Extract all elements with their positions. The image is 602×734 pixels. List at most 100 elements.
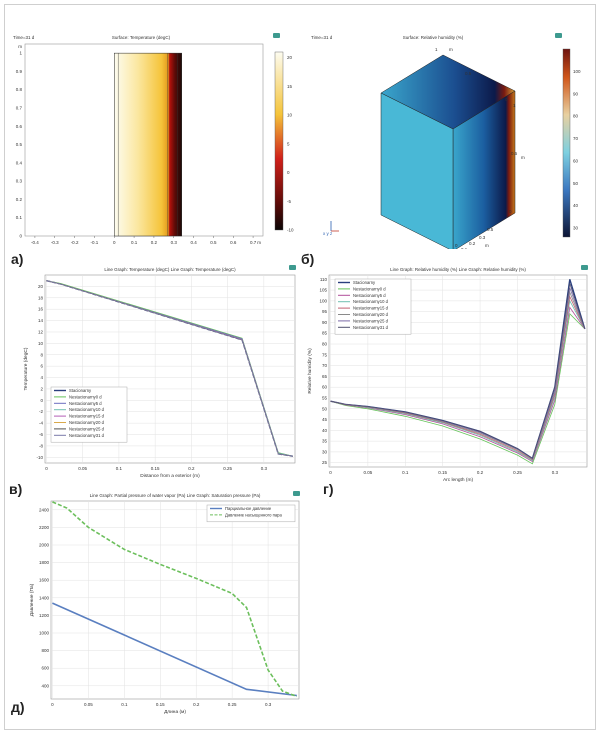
x-tick-label: 0.3 <box>552 470 559 475</box>
colorbar <box>274 51 284 231</box>
colorbar-tick-label: 30 <box>573 226 579 231</box>
y-tick-label: 75 <box>322 352 328 357</box>
y-tick-label: 0.1 <box>16 215 23 220</box>
x-tick-label: 0.2 <box>151 240 158 245</box>
y-tick-label: 400 <box>41 683 49 688</box>
panel-label-d: д) <box>11 699 25 715</box>
x-tick-label: 0.2 <box>193 702 200 707</box>
x-tick-label: 0 <box>51 702 54 707</box>
x-axis-label: Arc length (m) <box>443 477 474 483</box>
y-tick-label: 1200 <box>39 613 50 618</box>
legend-entry: Nestacionarny31 d <box>353 325 389 330</box>
x-tick-label: 0.1 <box>116 466 123 471</box>
y-tick-label: 90 <box>322 320 328 325</box>
x-unit-label: m <box>257 240 261 245</box>
colorbar <box>562 48 571 238</box>
x-tick-label: -0.1 <box>91 240 99 245</box>
y-tick-label: 0 <box>19 234 22 239</box>
axes-triad-label: x y z <box>323 231 333 236</box>
y-axis-label: Давление (Па) <box>29 583 35 616</box>
y-tick-label: 105 <box>319 288 327 293</box>
y-tick-label: -8 <box>39 443 43 448</box>
y-tick-label: 1400 <box>39 595 50 600</box>
y-tick-label: 20 <box>38 284 44 289</box>
x-tick-label: 0.05 <box>78 466 87 471</box>
legend-entry: Nestacionarny31 d <box>69 433 105 438</box>
x-tick-label: 0.25 <box>228 702 237 707</box>
y-axis-label: Temperature (degC) <box>23 347 29 390</box>
legend-entry: Nestacionarny25 d <box>353 318 389 323</box>
temperature-line-chart: Line Graph: Temperature (degC) Line Grap… <box>23 265 296 479</box>
y-tick-label: 65 <box>322 374 328 379</box>
x-tick-label: 0.25 <box>513 470 522 475</box>
colorbar-tick-label: 100 <box>573 69 581 74</box>
axis-tick-label: m <box>449 47 453 52</box>
legend-entry: Stacionarny <box>353 280 376 285</box>
y-axis-label: Relative humidity (%) <box>307 348 313 394</box>
comsol-logo-icon <box>293 491 300 496</box>
y-tick-label: 600 <box>41 666 49 671</box>
x-tick-label: 0 <box>329 470 332 475</box>
x-tick-label: 0.15 <box>438 470 447 475</box>
y-tick-label: 0.8 <box>16 87 23 92</box>
y-tick-label: 35 <box>322 439 328 444</box>
x-tick-label: -0.2 <box>71 240 79 245</box>
axis-tick-label: 0.5 <box>487 227 494 232</box>
series-line <box>330 306 586 463</box>
y-tick-label: 0.5 <box>16 142 23 147</box>
y-tick-label: 110 <box>320 277 328 282</box>
legend-entry: Nestacionarny0 d <box>353 286 386 291</box>
colorbar-tick-label: 60 <box>573 158 579 163</box>
x-tick-label: 0.4 <box>190 240 197 245</box>
x-tick-label: 0.15 <box>151 466 160 471</box>
y-tick-label: 16 <box>38 307 44 312</box>
x-tick-label: 0.3 <box>261 466 268 471</box>
colorbar-tick-label: 40 <box>573 203 579 208</box>
y-tick-label: 800 <box>41 648 49 653</box>
y-tick-label: 1 <box>19 51 22 56</box>
axis-tick-label: 0.1 <box>461 247 468 249</box>
x-tick-label: 0.5 <box>210 240 217 245</box>
y-tick-label: 40 <box>322 428 328 433</box>
comsol-logo-icon <box>581 265 588 270</box>
y-tick-label: 8 <box>40 352 43 357</box>
axis-tick-label: 0 <box>455 243 458 248</box>
chart-title: Line Graph: Relative humidity (%) Line G… <box>390 267 526 272</box>
legend-entry: Nestacionarny5 d <box>353 293 386 298</box>
y-tick-label: 1800 <box>39 560 50 565</box>
panel-label-g: г) <box>323 481 334 497</box>
y-tick-label: 14 <box>38 318 44 323</box>
legend-entry: Stacionarny <box>69 388 92 393</box>
legend-entry: Nestacionarny15 d <box>353 306 389 311</box>
colorbar-tick-label: 90 <box>573 91 579 96</box>
x-tick-label: 0 <box>45 466 48 471</box>
cube-front-face <box>380 92 454 249</box>
y-tick-label: 4 <box>40 375 43 380</box>
y-tick-label: -4 <box>39 421 43 426</box>
y-tick-label: 2 <box>40 386 43 391</box>
x-tick-label: 0.3 <box>171 240 178 245</box>
y-tick-label: 2400 <box>39 507 50 512</box>
x-tick-label: 0.3 <box>265 702 272 707</box>
y-tick-label: 50 <box>322 406 328 411</box>
y-tick-label: 0.7 <box>16 106 23 111</box>
y-tick-label: 60 <box>322 385 328 390</box>
y-tick-label: -10 <box>36 455 43 460</box>
series-line <box>330 312 586 465</box>
x-tick-label: 0.15 <box>156 702 165 707</box>
y-tick-label: 0 <box>40 398 43 403</box>
x-tick-label: 0.6 <box>230 240 237 245</box>
x-tick-label: 0.25 <box>223 466 232 471</box>
legend-entry: Nestacionarny15 d <box>69 414 105 419</box>
x-tick-label: 0.2 <box>477 470 484 475</box>
legend-entry: Nestacionarny10 d <box>353 299 389 304</box>
y-tick-label: 95 <box>322 309 328 314</box>
panel-label-b: б) <box>301 251 315 267</box>
figure-frame: Time=31 d Surface: Temperature (degC) -0.4… <box>4 4 596 730</box>
axis-tick-label: 0.3 <box>479 235 486 240</box>
legend-entry: Nestacionarny20 d <box>353 312 389 317</box>
y-tick-label: 0.4 <box>16 160 23 165</box>
x-tick-label: 0.1 <box>131 240 138 245</box>
comsol-logo-icon <box>273 33 280 38</box>
pressure-line-chart: Line Graph: Partial pressure of water va… <box>29 491 300 715</box>
